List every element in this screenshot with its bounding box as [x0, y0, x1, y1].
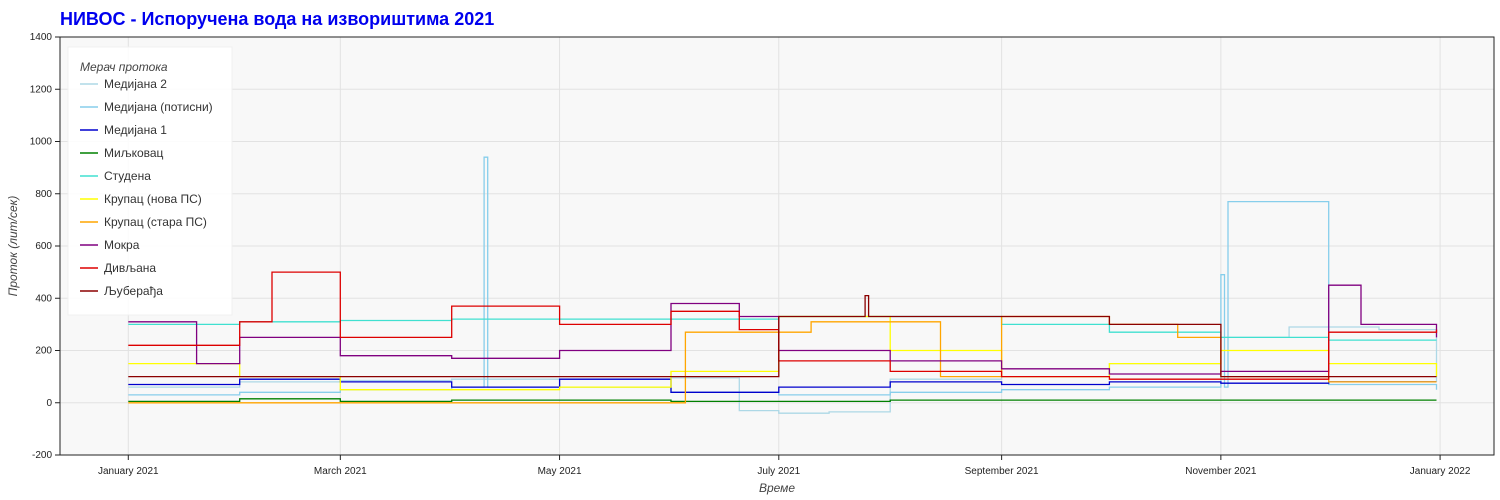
legend-entry: Медијана (потисни)	[104, 100, 213, 114]
y-tick-label: 200	[35, 346, 52, 357]
y-tick-label: 1200	[30, 84, 53, 95]
x-tick-label: January 2021	[98, 466, 159, 477]
series-line-9	[128, 271, 1438, 380]
y-axis-label: Проток (лит/сек)	[6, 196, 20, 297]
y-tick-label: 400	[35, 293, 52, 304]
legend-box	[67, 46, 233, 316]
legend-title: Мерач протока	[80, 60, 168, 74]
legend-entry: Љуберађа	[104, 284, 163, 298]
x-tick-label: July 2021	[757, 466, 800, 477]
plot-frame	[59, 36, 1495, 456]
y-tick-label: 1000	[30, 137, 53, 148]
legend-entry: Мокра	[104, 238, 140, 252]
x-tick-label: May 2021	[538, 466, 582, 477]
legend-entry: Студена	[104, 169, 151, 183]
chart-title: НИВОС - Испоручена вода на извориштима 2…	[60, 9, 495, 29]
legend-entry: Крупац (стара ПС)	[104, 215, 207, 229]
legend-entry: Медијана 1	[104, 123, 167, 137]
y-tick-label: 0	[46, 398, 52, 409]
legend-entry: Дивљана	[104, 261, 156, 275]
x-axis-label: Време	[759, 481, 795, 495]
series-line-4	[128, 398, 1437, 403]
series-line-10	[128, 294, 1437, 378]
legend-entry: Крупац (нова ПС)	[104, 192, 202, 206]
x-tick-label: January 2022	[1410, 466, 1471, 477]
x-tick-label: September 2021	[965, 466, 1039, 477]
series-line-1	[128, 326, 1438, 414]
y-tick-label: 800	[35, 189, 52, 200]
legend-entry: Миљковац	[104, 146, 164, 160]
y-tick-label: -200	[32, 450, 52, 461]
y-tick-label: 600	[35, 241, 52, 252]
x-tick-label: March 2021	[314, 466, 367, 477]
legend-entry: Медијана 2	[104, 77, 167, 91]
y-tick-label: 1400	[30, 32, 53, 43]
x-tick-label: November 2021	[1185, 466, 1257, 477]
